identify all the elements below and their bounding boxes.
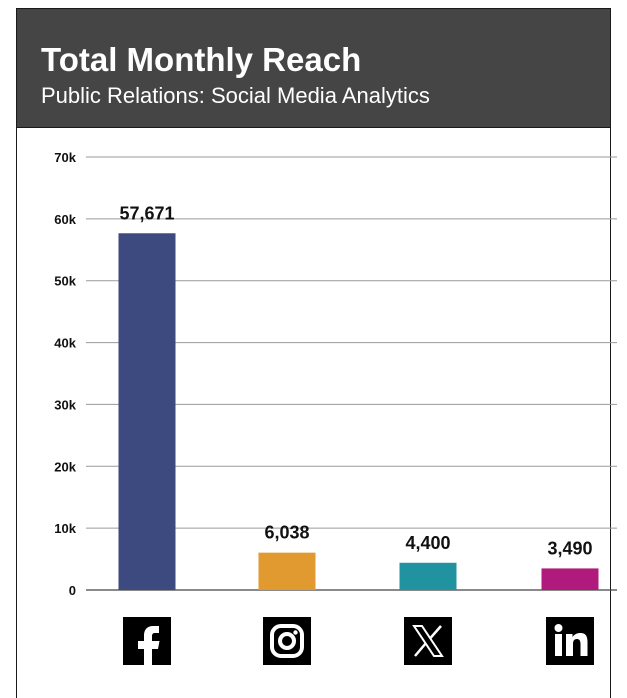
chart-title: Total Monthly Reach: [41, 41, 362, 78]
facebook-icon: [123, 617, 171, 665]
data-label: 3,490: [547, 538, 592, 558]
bar: [118, 233, 176, 590]
data-label: 57,671: [119, 203, 174, 223]
y-tick-label: 60k: [54, 212, 76, 227]
linkedin-icon: [546, 617, 594, 665]
y-tick-label: 40k: [54, 336, 76, 351]
chart-subtitle: Public Relations: Social Media Analytics: [41, 83, 430, 108]
y-tick-label: 30k: [54, 397, 76, 412]
y-tick-label: 50k: [54, 274, 76, 289]
y-tick-label: 0: [69, 583, 76, 598]
instagram-icon: [263, 617, 311, 665]
bar: [399, 562, 457, 590]
bar: [541, 568, 599, 590]
x-icon: [404, 617, 452, 665]
chart-header: Total Monthly Reach Public Relations: So…: [17, 9, 610, 128]
data-label: 4,400: [405, 533, 450, 553]
data-label: 6,038: [264, 523, 309, 543]
y-tick-label: 10k: [54, 521, 76, 536]
y-tick-label: 70k: [54, 150, 76, 165]
bar: [258, 552, 316, 590]
y-tick-label: 20k: [54, 459, 76, 474]
